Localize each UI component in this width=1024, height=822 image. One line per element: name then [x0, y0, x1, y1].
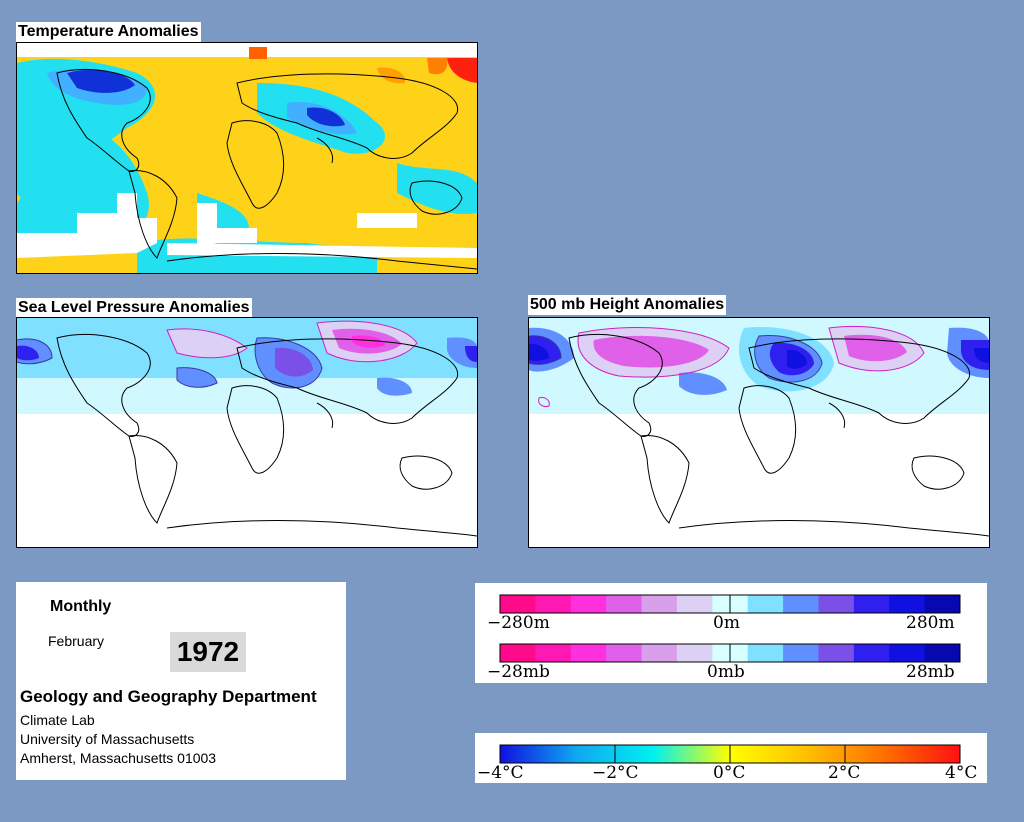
legend-swatch	[924, 644, 961, 662]
legend-swatch	[818, 644, 855, 662]
legend-swatch	[924, 595, 961, 613]
pressure-label-min: −28mb	[487, 662, 550, 682]
legend-swatch	[535, 644, 572, 662]
temperature-legend: −4°C −2°C 0°C 2°C 4°C	[475, 733, 987, 783]
info-panel: Monthly February 1972 Geology and Geogra…	[16, 582, 346, 780]
temperature-map	[16, 42, 478, 274]
temp-label-pos2: 2°C	[828, 763, 860, 783]
legend-swatch	[889, 644, 926, 662]
legend-swatch	[818, 595, 855, 613]
legend-swatch	[747, 644, 784, 662]
legend-swatch	[606, 595, 643, 613]
legend-swatch	[570, 595, 607, 613]
temp-label-zero: 0°C	[713, 763, 745, 783]
legend-swatch	[500, 644, 536, 662]
legend-swatch	[889, 595, 926, 613]
legend-swatch	[570, 644, 607, 662]
height-pressure-legend: −280m 0m 280m −28mb 0mb 28mb	[475, 583, 987, 683]
legend-swatch	[676, 595, 713, 613]
legend-swatch	[641, 595, 678, 613]
height-map	[528, 317, 990, 548]
lab-label: Climate Lab	[20, 712, 95, 728]
address-label: Amherst, Massachusetts 01003	[20, 750, 217, 766]
pressure-label-zero: 0mb	[707, 662, 745, 682]
temp-label-neg4: −4°C	[477, 763, 524, 783]
legend-swatch	[853, 644, 890, 662]
year-label: 1972	[170, 632, 246, 672]
slp-map	[16, 317, 478, 548]
height-title: 500 mb Height Anomalies	[528, 295, 727, 315]
legend-swatch	[606, 644, 643, 662]
department-label: Geology and Geography Department	[20, 687, 317, 706]
height-color-scale	[499, 594, 961, 614]
legend-swatch	[535, 595, 572, 613]
legend-swatch	[783, 595, 819, 613]
legend-swatch	[641, 644, 678, 662]
university-label: University of Massachusetts	[20, 731, 195, 747]
temperature-title: Temperature Anomalies	[16, 22, 201, 42]
temp-label-pos4: 4°C	[945, 763, 977, 783]
legend-swatch	[747, 595, 784, 613]
month-label: February	[48, 633, 105, 649]
legend-swatch	[500, 595, 536, 613]
legend-swatch	[676, 644, 713, 662]
height-label-zero: 0m	[713, 613, 740, 633]
period-label: Monthly	[50, 598, 112, 615]
height-label-min: −280m	[487, 613, 550, 633]
legend-swatch	[783, 644, 819, 662]
legend-swatch	[853, 595, 890, 613]
temp-label-neg2: −2°C	[592, 763, 639, 783]
pressure-color-scale	[499, 643, 961, 663]
height-label-max: 280m	[906, 613, 955, 633]
pressure-label-max: 28mb	[906, 662, 955, 682]
slp-title: Sea Level Pressure Anomalies	[16, 298, 252, 318]
